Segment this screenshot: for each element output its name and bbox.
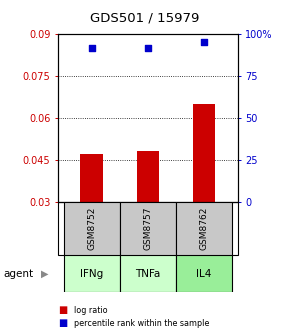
Point (202, 39, 206, 45)
Text: percentile rank within the sample: percentile rank within the sample (74, 319, 209, 328)
Text: GDS501 / 15979: GDS501 / 15979 (90, 12, 200, 25)
FancyBboxPatch shape (64, 202, 120, 255)
Text: log ratio: log ratio (74, 306, 108, 314)
FancyBboxPatch shape (176, 255, 232, 292)
Bar (137, 151, 159, 202)
Point (89, 45, 94, 50)
Bar (193, 103, 215, 202)
Text: GSM8752: GSM8752 (87, 207, 96, 250)
FancyBboxPatch shape (176, 202, 232, 255)
Text: agent: agent (3, 269, 33, 279)
Bar (81, 154, 103, 202)
FancyBboxPatch shape (64, 255, 120, 292)
Text: GSM8757: GSM8757 (143, 207, 153, 250)
Text: TNFa: TNFa (135, 269, 161, 279)
Text: ▶: ▶ (41, 269, 49, 279)
Text: ■: ■ (58, 305, 67, 315)
Point (146, 45, 150, 50)
FancyBboxPatch shape (120, 255, 176, 292)
FancyBboxPatch shape (120, 202, 176, 255)
Text: IFNg: IFNg (80, 269, 103, 279)
Text: ■: ■ (58, 318, 67, 328)
Text: IL4: IL4 (196, 269, 212, 279)
Text: GSM8762: GSM8762 (200, 207, 209, 250)
